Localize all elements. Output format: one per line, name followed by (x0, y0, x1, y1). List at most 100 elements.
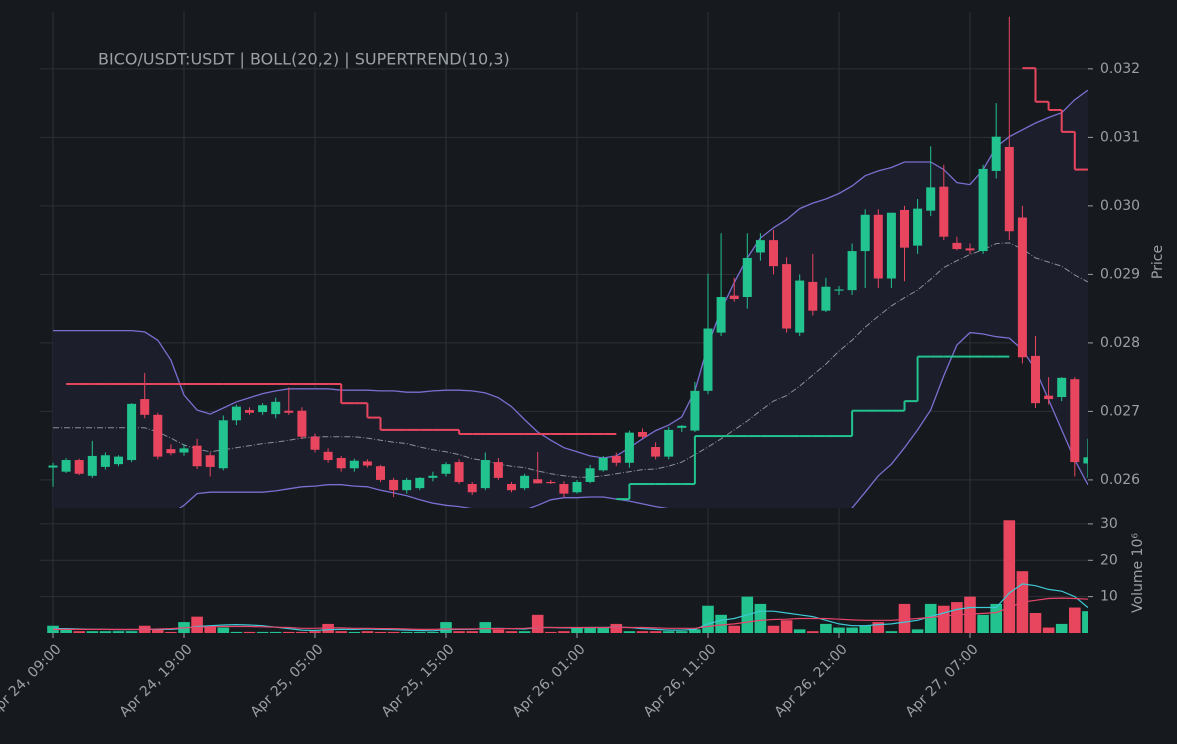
volume-bar (859, 625, 871, 633)
candle-body (271, 401, 281, 415)
chart-title: BICO/USDT:USDT | BOLL(20,2) | SUPERTREND… (98, 50, 510, 69)
candle-body (231, 406, 241, 421)
candle-body (362, 461, 372, 466)
volume-bar (833, 627, 845, 633)
candle-body (546, 481, 556, 484)
volume-bar (152, 629, 164, 633)
volume-bar (243, 631, 256, 633)
candle-body (533, 479, 543, 484)
volume-bar (662, 631, 675, 633)
volume-bar (86, 631, 99, 633)
volume-bar (636, 631, 649, 633)
candle-body (100, 455, 110, 467)
volume-bar (309, 631, 321, 633)
candle-body (140, 399, 150, 415)
volume-bar (1069, 607, 1081, 633)
candle-body (716, 296, 726, 333)
volume-bar (518, 631, 531, 633)
candle-body (703, 328, 713, 391)
candle-body (690, 390, 700, 431)
volume-bar (348, 631, 361, 633)
y2-axis-label: Volume 10⁶ (1130, 533, 1146, 613)
candle-body (939, 186, 949, 237)
y-tick-label: 0.030 (1100, 198, 1140, 214)
candle-body (664, 429, 674, 457)
candle-body (886, 212, 896, 279)
candle-body (1070, 379, 1080, 463)
candle-body (585, 468, 595, 482)
price-panel (48, 16, 1088, 508)
volume-bar (374, 631, 387, 633)
candle-body (1031, 355, 1040, 404)
volume-panel (47, 520, 1088, 633)
volume-bar (977, 614, 989, 633)
volume-bar (964, 596, 976, 633)
volume-bar (165, 631, 177, 633)
candle-body (467, 484, 477, 493)
candle-body (651, 447, 661, 457)
volume-bar (531, 614, 544, 633)
volume-bar (872, 622, 885, 633)
candle-body (336, 457, 346, 469)
candle-body (258, 405, 268, 413)
grid-layer (40, 12, 1088, 633)
volume-bar (1029, 613, 1042, 633)
candle-body (821, 286, 831, 311)
volume-bar (728, 625, 740, 633)
volume-bar (571, 627, 583, 633)
volume-bar (283, 631, 295, 633)
candle-body (572, 481, 582, 493)
volume-bar (767, 625, 780, 633)
candle-body (808, 281, 818, 311)
candle-body (48, 465, 58, 468)
volume-bar (440, 622, 452, 633)
y-tick-label: 20 (1100, 552, 1118, 568)
volume-bar (191, 616, 203, 633)
bollinger-upper (53, 89, 1088, 459)
candle-body (847, 251, 857, 291)
candle-body (402, 479, 412, 491)
volume-bar (820, 623, 832, 633)
y-tick-label: 0.028 (1100, 335, 1140, 351)
volume-bar (505, 631, 518, 633)
y-tick-label: 0.031 (1100, 129, 1140, 145)
candle-body (192, 445, 202, 467)
candle-body (598, 457, 608, 471)
candle-body (873, 214, 883, 279)
candle-body (729, 295, 739, 300)
y-tick-label: 30 (1100, 516, 1118, 532)
volume-bar (545, 631, 557, 633)
candle-body (454, 462, 464, 482)
candle-body (87, 455, 97, 476)
volume-bar (715, 614, 727, 633)
candle-body (480, 460, 490, 489)
volume-bar (479, 622, 492, 633)
candle-body (179, 448, 189, 453)
candle-body (284, 410, 294, 413)
candle-body (952, 242, 962, 250)
candle-body (638, 431, 647, 437)
candle-body (624, 432, 634, 463)
volume-bar (256, 631, 269, 633)
volume-bar (73, 631, 85, 633)
candle-body (1017, 217, 1027, 358)
volume-bar (780, 620, 793, 633)
candle-body (507, 484, 516, 491)
candle-body (677, 425, 687, 428)
volume-bar (400, 631, 413, 633)
candle-body (61, 460, 71, 472)
volume-bar (649, 631, 662, 633)
volume-bar (296, 631, 308, 633)
candle-body (926, 187, 936, 211)
volume-bar (610, 623, 623, 633)
volume-bar (387, 631, 400, 633)
volume-bar (99, 631, 112, 633)
volume-bar (597, 627, 609, 633)
y-tick-label: 0.027 (1100, 403, 1140, 419)
candle-body (74, 460, 84, 474)
volume-bar (204, 625, 216, 633)
candle-body (1083, 457, 1088, 464)
candle-body (166, 449, 176, 454)
candle-body (782, 264, 792, 329)
